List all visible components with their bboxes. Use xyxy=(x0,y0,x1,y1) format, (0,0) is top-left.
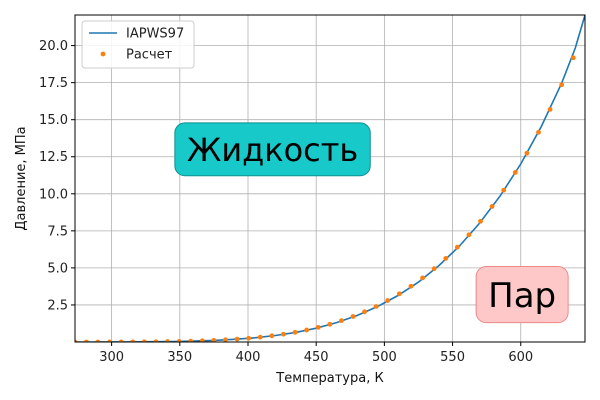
x-tick-label: 400 xyxy=(236,350,261,365)
data-point xyxy=(304,327,310,333)
data-point xyxy=(524,150,530,156)
data-point xyxy=(95,339,101,342)
data-point xyxy=(420,275,425,281)
data-point xyxy=(443,256,449,261)
x-tick-label: 350 xyxy=(167,350,192,365)
data-point xyxy=(536,129,541,135)
data-point xyxy=(512,170,518,175)
ticks: 300 350 400 450 500 550 600 2.5 5.0 7.5 10.0 12.5 15… xyxy=(39,39,533,365)
data-point xyxy=(188,338,194,342)
data-point xyxy=(165,339,170,342)
data-point xyxy=(199,338,205,342)
data-point xyxy=(454,244,460,250)
data-point xyxy=(501,187,507,193)
y-tick-label: 7.5 xyxy=(47,224,68,239)
data-point xyxy=(431,266,437,272)
data-point xyxy=(246,335,252,341)
y-tick-label: 20.0 xyxy=(39,39,68,54)
region-label-liquid: Жидкость xyxy=(174,122,371,177)
y-tick-label: 12.5 xyxy=(39,150,68,165)
x-axis-label: Температура, К xyxy=(275,371,383,386)
data-point xyxy=(559,82,565,88)
x-tick-label: 550 xyxy=(440,350,465,365)
y-tick-label: 2.5 xyxy=(47,298,68,313)
data-point xyxy=(547,107,553,112)
y-tick-label: 15.0 xyxy=(39,113,68,128)
data-point xyxy=(570,55,576,61)
legend-label-iapws97: IAPWS97 xyxy=(126,27,184,42)
data-point xyxy=(350,314,356,319)
data-point xyxy=(292,329,298,335)
grid xyxy=(75,15,585,342)
data-point xyxy=(130,339,136,342)
y-axis-label: Давление, МПа xyxy=(14,126,29,230)
data-point xyxy=(315,324,321,330)
region-label-box xyxy=(475,266,569,324)
data-point xyxy=(339,318,344,324)
plot-frame xyxy=(74,14,586,343)
x-tick-label: 500 xyxy=(372,350,397,365)
data-point xyxy=(396,291,402,297)
y-tick-label: 5.0 xyxy=(47,261,68,276)
data-point xyxy=(234,336,240,342)
region-label-vapor: Пар xyxy=(475,266,569,324)
region-label-box xyxy=(174,122,371,177)
x-tick-label: 300 xyxy=(99,350,124,365)
data-point xyxy=(176,338,182,342)
x-tick-label: 600 xyxy=(508,350,533,365)
data-point xyxy=(373,304,379,309)
legend: IAPWS97 Расчет xyxy=(81,20,195,69)
data-point xyxy=(118,339,124,342)
data-point xyxy=(107,339,112,342)
data-point xyxy=(257,334,263,340)
data-point xyxy=(362,309,368,315)
legend-marker-swatch xyxy=(100,51,106,57)
data-point xyxy=(466,232,472,238)
data-point xyxy=(408,283,414,289)
x-tick-label: 450 xyxy=(304,350,329,365)
region-label-text: Пар xyxy=(488,276,556,316)
data-point xyxy=(153,339,159,342)
data-point xyxy=(489,204,495,209)
legend-label-calc: Расчет xyxy=(126,48,173,63)
data-point xyxy=(75,339,78,342)
data-point xyxy=(141,339,147,342)
data-point xyxy=(223,337,228,342)
y-tick-label: 17.5 xyxy=(39,76,68,91)
y-tick-label: 10.0 xyxy=(39,187,68,202)
data-point xyxy=(281,331,286,337)
data-point xyxy=(385,298,391,303)
data-point xyxy=(478,218,483,224)
data-point xyxy=(211,337,217,342)
region-label-text: Жидкость xyxy=(187,131,358,169)
data-point xyxy=(83,339,89,342)
annotations: Жидкость Пар xyxy=(174,122,569,324)
data-point xyxy=(327,321,333,327)
data-point xyxy=(269,333,275,339)
